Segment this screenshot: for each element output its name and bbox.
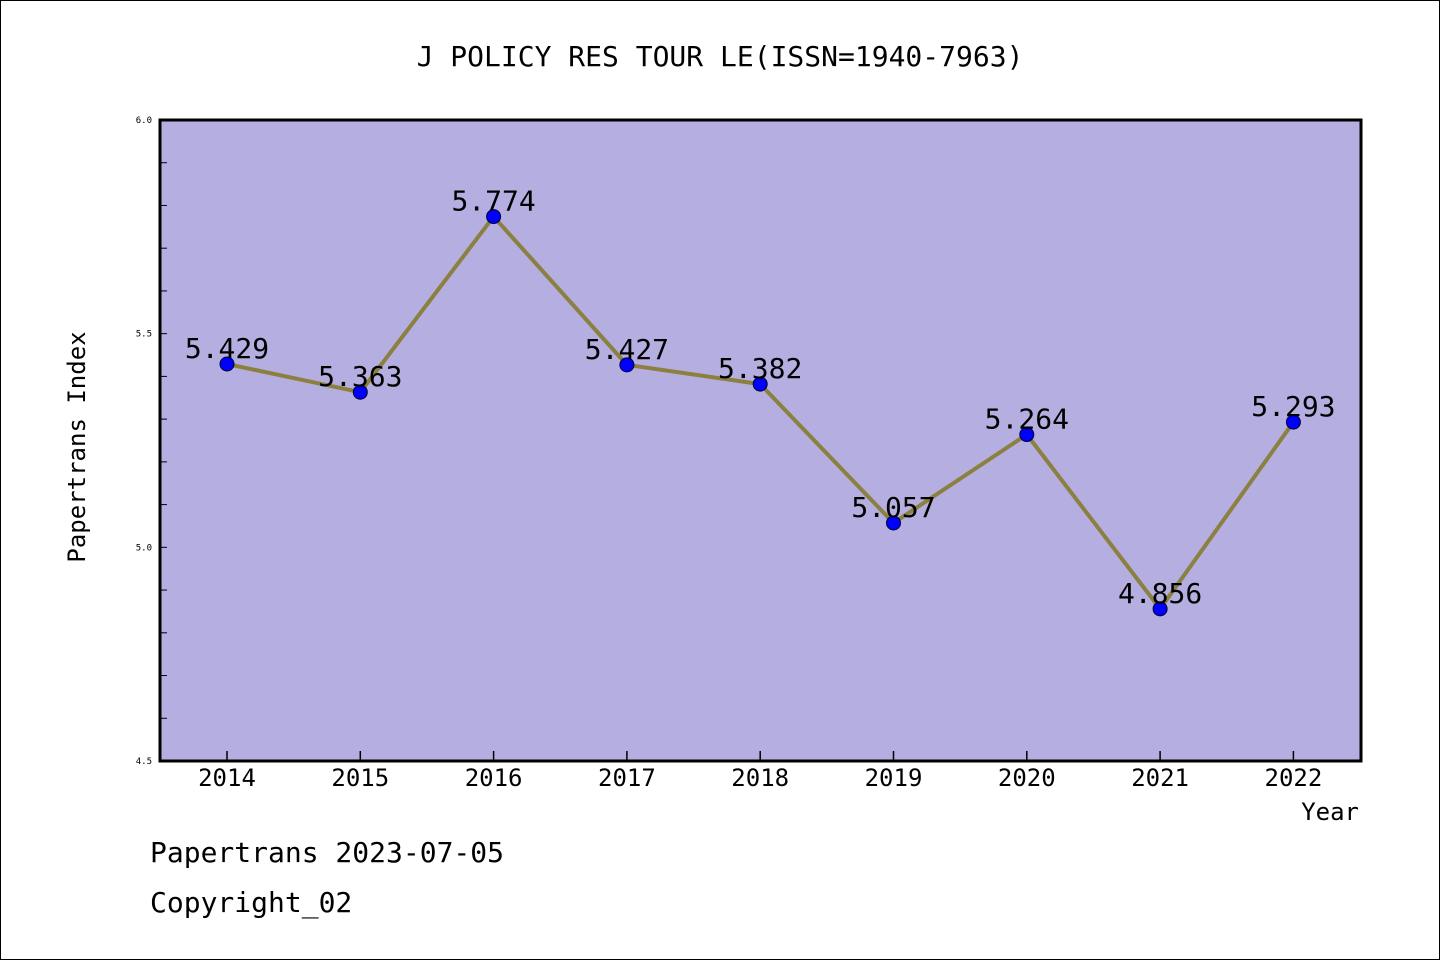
- x-axis-ticks: 2014 2015 2016 2017 2018 2019 2020 2021 2022: [198, 751, 1322, 792]
- plot-area: [158, 118, 1363, 763]
- data-label: 5.264: [985, 403, 1069, 436]
- chart-title: J POLICY RES TOUR LE(ISSN=1940-7963): [417, 40, 1024, 73]
- data-point: [352, 384, 368, 400]
- x-tick-label: 2020: [998, 764, 1056, 792]
- x-tick-label: 2021: [1131, 764, 1189, 792]
- data-label: 5.363: [318, 360, 402, 393]
- data-point: [886, 515, 901, 531]
- data-label: 5.429: [185, 332, 269, 365]
- y-tick-label: 5.5: [136, 330, 152, 340]
- data-label: 5.057: [851, 491, 935, 524]
- data-point: [1152, 601, 1168, 617]
- x-axis-label: Year: [1301, 798, 1359, 826]
- data-point: [486, 209, 502, 225]
- data-label: 5.427: [585, 333, 669, 366]
- data-point: [219, 356, 235, 372]
- data-point: [619, 357, 635, 373]
- data-label: 5.774: [451, 185, 535, 218]
- x-tick-label: 2019: [865, 764, 923, 792]
- data-label: 5.293: [1251, 390, 1335, 423]
- x-tick-label: 2014: [198, 764, 256, 792]
- footer-date: Papertrans 2023-07-05: [150, 836, 505, 869]
- x-tick-label: 2016: [465, 764, 523, 792]
- data-point: [1019, 427, 1035, 443]
- data-point: [1285, 414, 1301, 430]
- x-tick-label: 2022: [1265, 764, 1323, 792]
- y-axis-ticks: 4.5 5.0 5.5 6.0: [136, 116, 167, 767]
- y-tick-label: 4.5: [136, 757, 152, 767]
- data-label: 5.382: [718, 352, 802, 385]
- y-tick-label: 5.0: [136, 543, 152, 553]
- x-tick-label: 2018: [731, 764, 789, 792]
- y-axis-label: Papertrans Index: [63, 331, 91, 562]
- footer-copyright: Copyright_02: [150, 886, 353, 919]
- x-tick-label: 2015: [331, 764, 389, 792]
- data-label: 4.856: [1118, 577, 1202, 610]
- x-tick-label: 2017: [598, 764, 656, 792]
- data-point: [752, 376, 768, 392]
- series-layer: 5.429 5.363 5.774 5.427 5.382 5.057 5.264 4.856…: [185, 185, 1336, 617]
- y-tick-label: 6.0: [136, 116, 152, 126]
